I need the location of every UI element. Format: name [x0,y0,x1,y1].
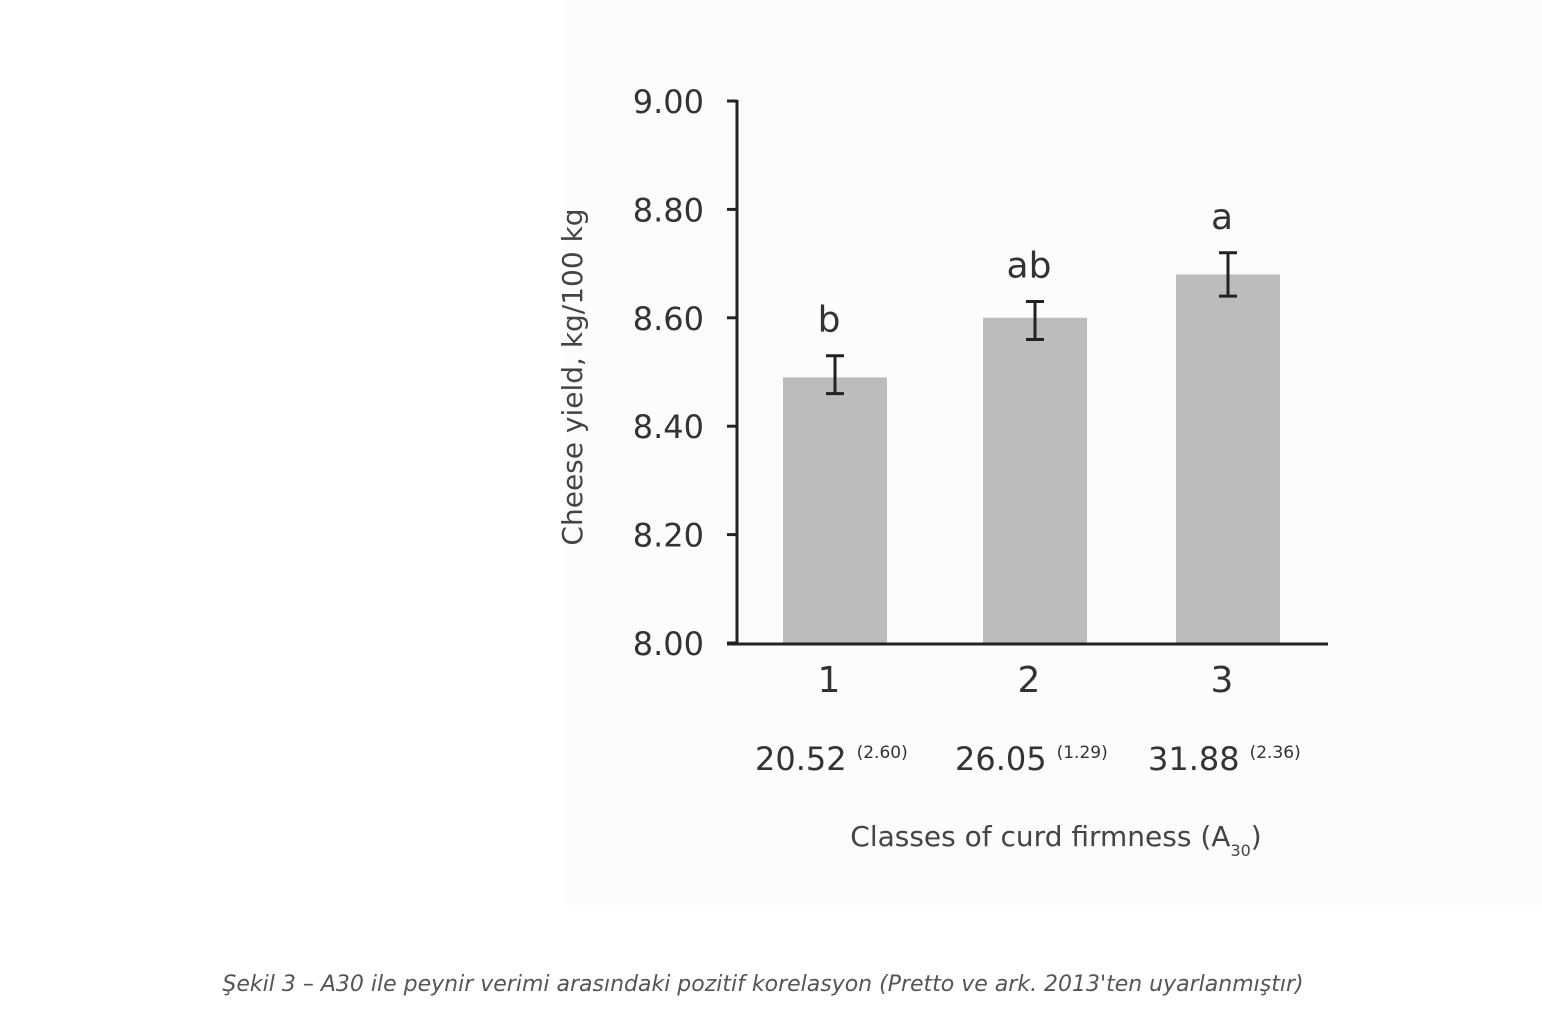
y-tick-label: 8.00 [633,625,704,663]
significance-letter: b [818,300,841,341]
y-tick-label: 8.80 [633,191,704,229]
y-tick-label: 8.40 [633,408,704,446]
y-tick-label: 8.20 [633,517,704,555]
bar-2 [983,317,1087,643]
y-axis-label: Cheese yield, kg/100 kg [556,208,589,545]
class-mean: 20.52 [755,740,847,778]
bar-3 [1176,274,1280,643]
class-mean-label: 26.05 (1.29) [955,740,1108,778]
class-sd: (1.29) [1057,743,1108,763]
class-mean-label: 20.52 (2.60) [755,740,908,778]
x-tick-label: 3 [1211,660,1234,701]
x-tick-label: 2 [1018,660,1041,701]
class-sd: (2.60) [857,743,908,763]
class-mean: 26.05 [955,740,1047,778]
x-axis-label-subscript: 30 [1230,841,1250,860]
x-axis-label-main: Classes of curd firmness (A [850,820,1230,853]
figure-caption: Şekil 3 – A30 ile peynir verimi arasında… [222,972,1304,997]
class-mean: 31.88 [1148,740,1240,778]
y-tick-label: 9.00 [633,83,704,121]
bar-chart: b 1 20.52 (2.60) ab 2 26.05 (1.29) a 3 31.88 (2.36)… [556,83,1328,860]
x-axis-label-suffix: ) [1251,820,1262,853]
y-tick-label: 8.60 [633,300,704,338]
x-axis-label: Classes of curd firmness (A30) [850,820,1261,860]
significance-letter: ab [1007,246,1052,287]
x-tick-label: 1 [818,660,841,701]
bar-1 [783,377,887,643]
class-sd: (2.36) [1250,743,1301,763]
significance-letter: a [1211,197,1233,238]
class-mean-label: 31.88 (2.36) [1148,740,1301,778]
